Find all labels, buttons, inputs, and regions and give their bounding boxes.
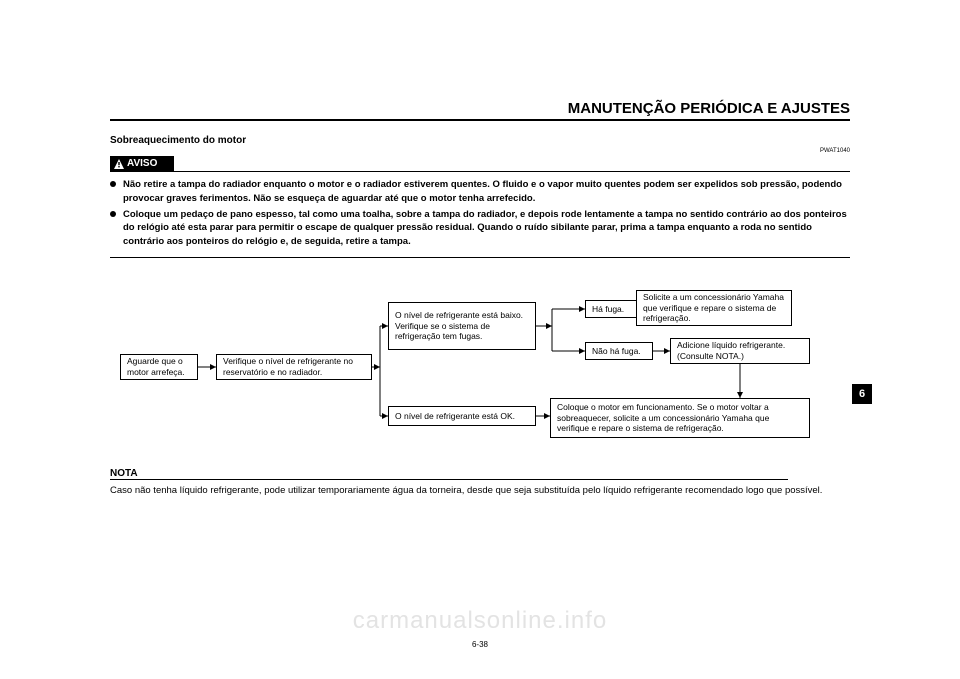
chapter-tab: 6 [852, 384, 872, 404]
flow-box-leak: Há fuga. [585, 300, 641, 318]
nota-label: NOTA [110, 468, 788, 480]
warning-icon [114, 159, 124, 169]
page-number: 6-38 [0, 640, 960, 649]
warning-text: Não retire a tampa do radiador enquanto … [123, 178, 850, 206]
flow-box-noleak: Não há fuga. [585, 342, 653, 360]
flow-box-low: O nível de refrigerante está baixo. Veri… [388, 302, 536, 350]
aviso-label: AVISO [127, 158, 157, 169]
aviso-badge: AVISO [110, 156, 174, 171]
watermark: carmanualsonline.info [0, 607, 960, 635]
aviso-row: AVISO [110, 156, 850, 172]
nota-text: Caso não tenha líquido refrigerante, pod… [110, 484, 850, 497]
flow-box-run: Coloque o motor em funcionamento. Se o m… [550, 398, 810, 438]
bullet-icon [110, 211, 116, 217]
flow-box-wait: Aguarde que o motor arrefeça. [120, 354, 198, 380]
warning-list: Não retire a tampa do radiador enquanto … [110, 178, 850, 258]
bullet-icon [110, 181, 116, 187]
warning-item: Coloque um pedaço de pano espesso, tal c… [110, 208, 850, 249]
subtitle: Sobreaquecimento do motor [110, 135, 850, 146]
flowchart: Aguarde que o motor arrefeça. Verifique o… [110, 280, 850, 456]
warning-item: Não retire a tampa do radiador enquanto … [110, 178, 850, 206]
doc-code: PWAT1040 [110, 148, 850, 154]
flow-box-ok: O nível de refrigerante está OK. [388, 406, 536, 426]
warning-text: Coloque um pedaço de pano espesso, tal c… [123, 208, 850, 249]
flow-box-check: Verifique o nível de refrigerante no res… [216, 354, 372, 380]
flow-box-add: Adicione líquido refrigerante. (Consulte… [670, 338, 810, 364]
flow-box-dealer: Solicite a um concessionário Yamaha que … [636, 290, 792, 326]
section-header: MANUTENÇÃO PERIÓDICA E AJUSTES [110, 100, 850, 121]
page-content: MANUTENÇÃO PERIÓDICA E AJUSTES Sobreaque… [110, 100, 850, 497]
